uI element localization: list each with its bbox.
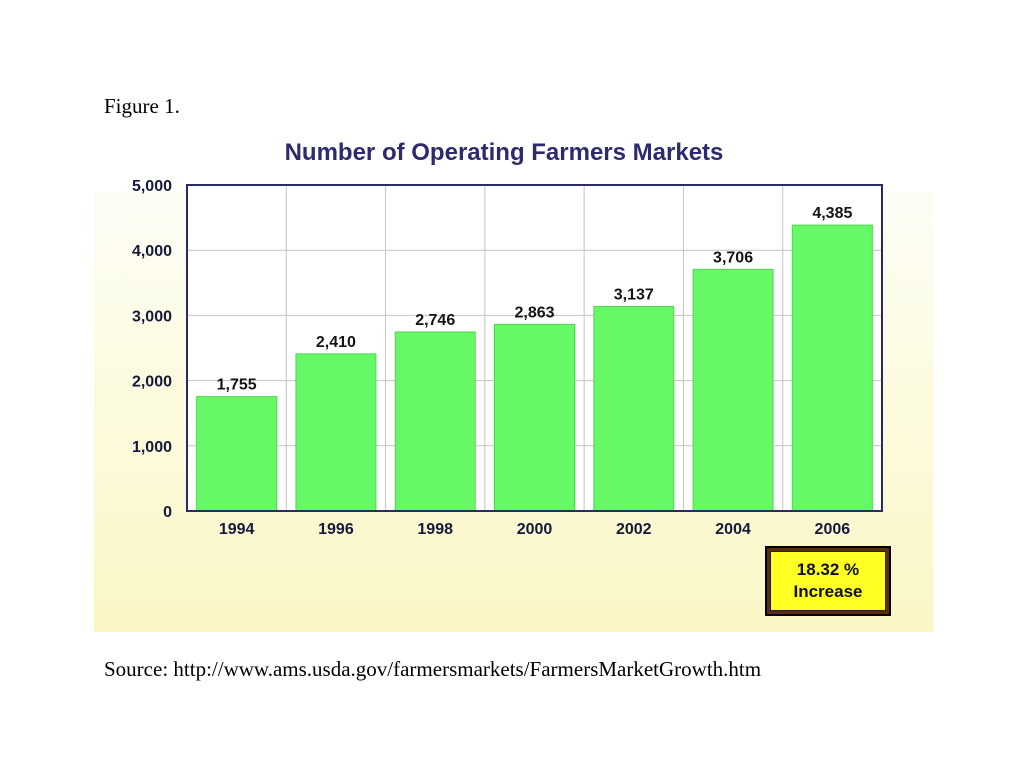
y-tick-label: 5,000 [132, 178, 172, 195]
data-label-2006: 4,385 [812, 205, 852, 222]
data-label-2000: 2,863 [514, 304, 554, 321]
chart-title: Number of Operating Farmers Markets [285, 139, 724, 166]
y-tick-label: 2,000 [132, 374, 172, 391]
x-tick-label-2000: 2000 [517, 521, 553, 538]
plot-frame [186, 184, 883, 512]
increase-badge: 18.32 % Increase [765, 546, 891, 616]
y-tick-label: 3,000 [132, 308, 172, 325]
x-axis-tick-labels: 1994 1996 1998 2000 2002 2004 2006 [219, 521, 850, 538]
bar-data-labels: 1,755 2,410 2,746 2,863 3,137 3,706 4,385 [217, 205, 853, 393]
figure-label: Figure 1. [104, 94, 180, 118]
bar-2006 [791, 224, 873, 512]
increase-percent: 18.32 % [796, 560, 860, 579]
bar-1998 [394, 331, 476, 512]
bar-1994 [196, 396, 278, 512]
data-label-1996: 2,410 [316, 334, 356, 351]
x-tick-label-1996: 1996 [318, 521, 354, 538]
bar-2002 [593, 305, 675, 512]
x-tick-label-2004: 2004 [715, 521, 751, 538]
y-tick-label: 4,000 [132, 243, 172, 260]
data-label-1994: 1,755 [217, 377, 257, 394]
y-tick-label: 1,000 [132, 439, 172, 456]
x-tick-label-2002: 2002 [616, 521, 652, 538]
axis-frame [186, 184, 883, 512]
increase-badge-inner: 18.32 % Increase [770, 551, 886, 611]
y-axis-tick-labels: 0 1,000 2,000 3,000 4,000 5,000 [132, 178, 172, 521]
data-label-1998: 2,746 [415, 312, 455, 329]
data-label-2002: 3,137 [614, 286, 654, 303]
increase-word: Increase [793, 582, 863, 601]
bar-2004 [692, 268, 774, 512]
data-label-2004: 3,706 [713, 249, 753, 266]
source-citation: Source: http://www.ams.usda.gov/farmersm… [104, 657, 762, 681]
bar-1996 [295, 353, 377, 512]
x-tick-label-1994: 1994 [219, 521, 255, 538]
bars [196, 224, 873, 512]
y-tick-label: 0 [163, 504, 172, 521]
bar-2000 [494, 323, 575, 512]
x-tick-label-2006: 2006 [815, 521, 851, 538]
x-tick-label-1998: 1998 [417, 521, 453, 538]
